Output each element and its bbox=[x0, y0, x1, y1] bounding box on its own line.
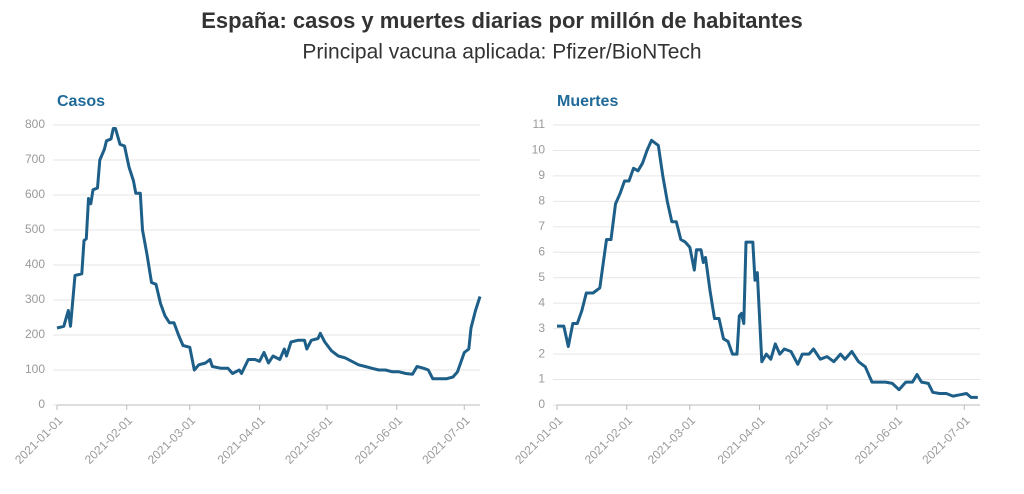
y-tick-label: 1 bbox=[538, 372, 545, 386]
y-tick-label: 9 bbox=[538, 168, 545, 182]
y-tick-label: 6 bbox=[538, 244, 545, 258]
y-tick-label: 300 bbox=[25, 292, 45, 306]
chart-title: España: casos y muertes diarias por mill… bbox=[201, 8, 803, 33]
y-tick-label: 0 bbox=[538, 397, 545, 411]
data-line bbox=[557, 138, 978, 399]
chart-subtitle: Principal vacuna aplicada: Pfizer/BioNTe… bbox=[302, 41, 701, 64]
x-tick-label: 2021-02-01 bbox=[82, 413, 136, 467]
panel-title: Muertes bbox=[557, 93, 618, 110]
x-tick-label: 2021-01-01 bbox=[12, 413, 66, 467]
data-line bbox=[56, 127, 482, 381]
x-tick-label: 2021-07-01 bbox=[419, 413, 473, 467]
y-tick-label: 200 bbox=[25, 327, 45, 341]
y-tick-label: 4 bbox=[538, 295, 545, 309]
y-tick-label: 400 bbox=[25, 257, 45, 271]
y-tick-label: 0 bbox=[38, 397, 45, 411]
y-tick-label: 5 bbox=[538, 270, 545, 284]
y-tick-label: 500 bbox=[25, 222, 45, 236]
y-tick-label: 600 bbox=[25, 187, 45, 201]
y-tick-label: 2 bbox=[538, 346, 545, 360]
x-tick-label: 2021-03-01 bbox=[145, 413, 199, 467]
x-tick-label: 2021-04-01 bbox=[215, 413, 269, 467]
x-tick-label: 2021-05-01 bbox=[282, 413, 336, 467]
x-tick-label: 2021-06-01 bbox=[852, 413, 906, 467]
x-tick-label: 2021-05-01 bbox=[782, 413, 836, 467]
x-tick-label: 2021-07-01 bbox=[919, 413, 973, 467]
x-tick-label: 2021-02-01 bbox=[582, 413, 636, 467]
y-tick-label: 10 bbox=[532, 143, 546, 157]
y-tick-label: 11 bbox=[533, 117, 546, 131]
x-tick-label: 2021-04-01 bbox=[715, 413, 769, 467]
panel-title: Casos bbox=[57, 93, 105, 110]
y-tick-label: 100 bbox=[25, 362, 45, 376]
y-tick-label: 700 bbox=[25, 152, 45, 166]
x-tick-label: 2021-06-01 bbox=[352, 413, 406, 467]
y-tick-label: 8 bbox=[538, 194, 545, 208]
y-tick-label: 7 bbox=[538, 219, 545, 233]
x-tick-label: 2021-01-01 bbox=[512, 413, 566, 467]
y-tick-label: 3 bbox=[538, 321, 545, 335]
y-tick-label: 800 bbox=[25, 117, 45, 131]
x-tick-label: 2021-03-01 bbox=[645, 413, 699, 467]
